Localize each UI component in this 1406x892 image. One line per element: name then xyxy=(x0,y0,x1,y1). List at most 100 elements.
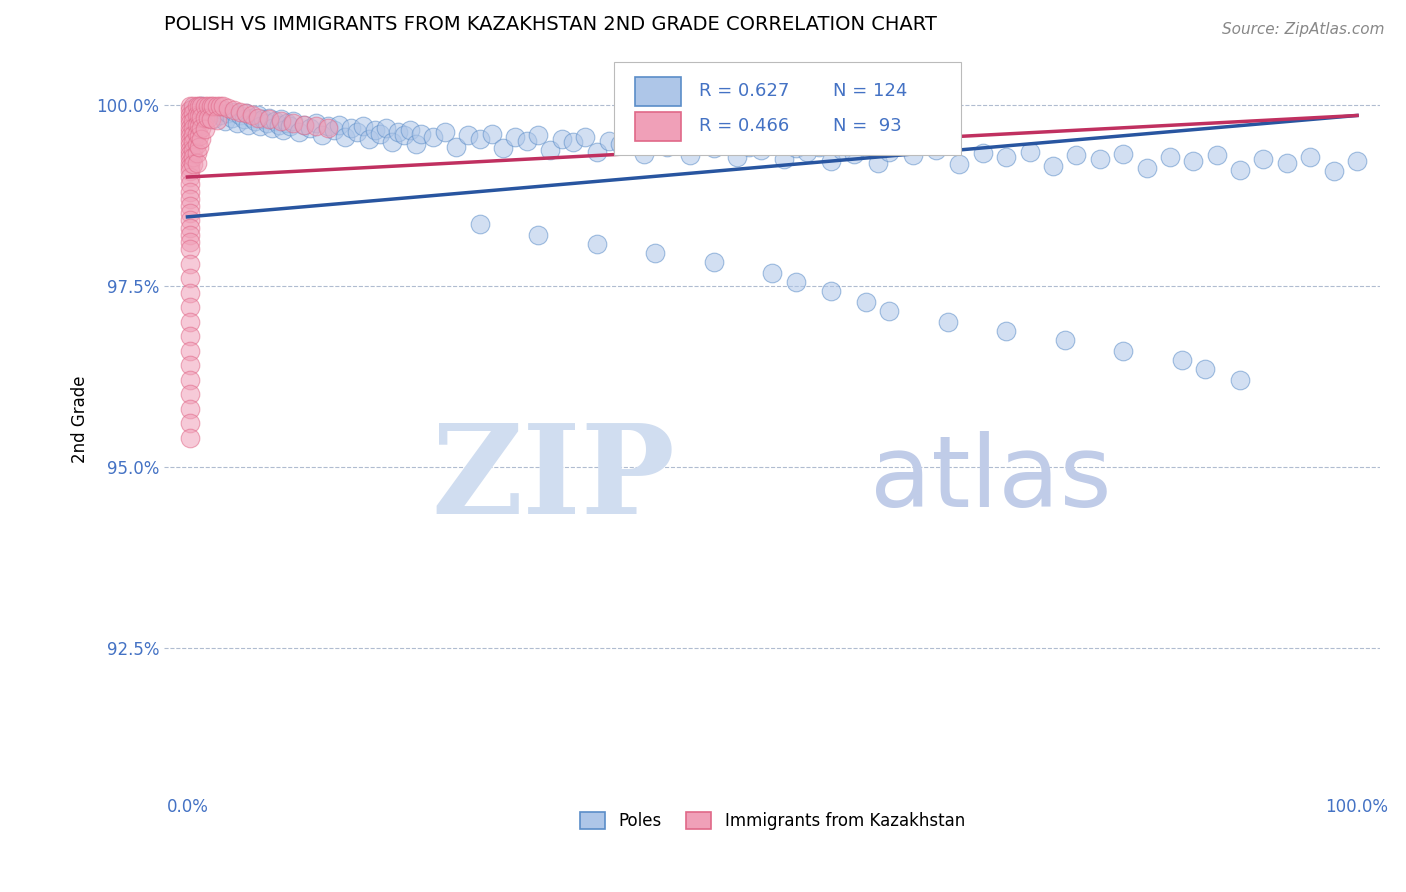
Text: R = 0.627: R = 0.627 xyxy=(699,82,790,101)
Point xyxy=(209,99,232,113)
Point xyxy=(1018,145,1040,159)
Point xyxy=(259,112,281,127)
Point xyxy=(375,120,398,135)
Text: ZIP: ZIP xyxy=(432,419,675,540)
Point xyxy=(211,103,233,118)
Point xyxy=(468,132,491,146)
Point xyxy=(831,143,853,157)
Point xyxy=(249,120,271,134)
Point xyxy=(527,227,550,242)
Point xyxy=(516,134,538,148)
Point xyxy=(457,128,479,142)
Point xyxy=(179,125,201,139)
Point xyxy=(179,116,201,130)
Point xyxy=(188,120,211,134)
Text: R = 0.466: R = 0.466 xyxy=(699,118,790,136)
Point xyxy=(1159,150,1181,164)
Point xyxy=(190,110,212,124)
Point xyxy=(901,148,924,162)
Point xyxy=(214,113,236,128)
Point xyxy=(190,120,212,135)
Point xyxy=(181,101,204,115)
Point xyxy=(280,120,302,134)
Point xyxy=(305,116,328,130)
Point xyxy=(238,118,260,132)
Point xyxy=(281,116,304,130)
Point xyxy=(200,99,222,113)
Point xyxy=(1229,373,1251,387)
Point xyxy=(1299,150,1322,164)
Text: atlas: atlas xyxy=(869,431,1111,528)
Point xyxy=(209,108,232,122)
Point xyxy=(179,99,201,113)
Point xyxy=(179,315,201,329)
Point xyxy=(179,329,201,343)
Point xyxy=(211,99,233,113)
Point xyxy=(179,160,201,174)
Point xyxy=(181,143,204,157)
Point xyxy=(328,118,350,132)
Point xyxy=(796,145,818,159)
Point xyxy=(229,108,252,122)
Point xyxy=(598,134,620,148)
Point xyxy=(179,285,201,300)
Point xyxy=(181,157,204,171)
Point xyxy=(287,125,309,139)
Point xyxy=(305,120,328,134)
Point xyxy=(197,112,219,126)
Point xyxy=(294,118,316,132)
Point xyxy=(1323,164,1346,178)
Point xyxy=(773,152,796,166)
Point xyxy=(527,128,550,142)
Point xyxy=(181,135,204,149)
Point xyxy=(877,145,900,159)
Point xyxy=(352,120,374,134)
FancyBboxPatch shape xyxy=(634,112,681,141)
Point xyxy=(276,116,298,130)
Point xyxy=(620,132,643,146)
Point xyxy=(235,106,257,120)
Point xyxy=(1066,148,1088,162)
Point xyxy=(446,139,468,153)
Point xyxy=(281,113,304,128)
Point xyxy=(217,101,239,115)
Point xyxy=(194,103,217,118)
Point xyxy=(259,111,281,125)
Point xyxy=(877,304,900,318)
Point xyxy=(761,137,783,152)
Point xyxy=(1346,154,1368,169)
Legend: Poles, Immigrants from Kazakhstan: Poles, Immigrants from Kazakhstan xyxy=(574,805,972,837)
Point xyxy=(644,135,666,149)
Point xyxy=(186,136,208,151)
Point xyxy=(194,111,217,125)
Point xyxy=(186,108,208,122)
Point xyxy=(1112,146,1135,161)
Point xyxy=(335,130,357,145)
Point xyxy=(194,99,217,113)
Point xyxy=(179,417,201,431)
Point xyxy=(240,111,263,125)
Point xyxy=(205,99,228,113)
Point xyxy=(179,120,201,135)
Point xyxy=(225,116,247,130)
Point xyxy=(179,146,201,161)
Point xyxy=(820,154,842,169)
Point xyxy=(217,106,239,120)
Point xyxy=(972,146,994,161)
Point xyxy=(668,134,690,148)
Point xyxy=(190,131,212,145)
Point xyxy=(179,213,201,227)
Point xyxy=(179,257,201,271)
Point xyxy=(186,99,208,113)
Point xyxy=(205,104,228,119)
Point xyxy=(749,143,772,157)
Point xyxy=(644,246,666,260)
Point xyxy=(387,125,409,139)
Point xyxy=(370,127,392,141)
Point xyxy=(179,138,201,153)
Point xyxy=(1170,352,1192,367)
Point xyxy=(346,125,368,139)
Point xyxy=(179,143,201,157)
Text: Source: ZipAtlas.com: Source: ZipAtlas.com xyxy=(1222,22,1385,37)
Point xyxy=(179,151,201,165)
